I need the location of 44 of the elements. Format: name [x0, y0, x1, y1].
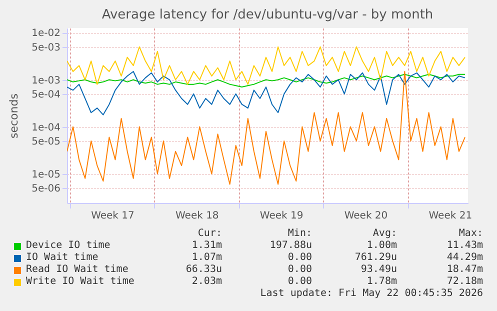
y-tick-label: 5e-05 [32, 136, 60, 148]
text: 93.49u [360, 264, 397, 276]
line-series [67, 74, 466, 88]
line-series [67, 46, 466, 85]
line-series [67, 70, 466, 116]
y-tick-label: 1e-04 [32, 122, 60, 134]
text: 2.03m [192, 276, 222, 288]
y-axis-title: seconds [8, 93, 21, 138]
y-tick-label: 1e-03 [32, 75, 60, 86]
text: Cur: [198, 228, 222, 240]
text: 761.29u [354, 252, 397, 264]
y-tick-label: 5e-04 [32, 89, 60, 100]
y-tick-label: 5e-06 [32, 184, 60, 195]
legend-label: Device IO time [26, 240, 110, 252]
y-tick-label: 1e-02 [32, 28, 60, 40]
text: 66.33u [186, 264, 222, 276]
chart-title: Average latency for /dev/ubuntu-vg/var - by month [102, 8, 434, 23]
legend-label: Write IO Wait time [26, 276, 134, 288]
text: 1.31m [192, 240, 222, 252]
text: 72.18m [446, 276, 483, 288]
text: 11.43m [446, 240, 483, 252]
y-tick-label: 5e-03 [32, 42, 60, 54]
text: Max: [458, 228, 483, 240]
text: 0.00 [288, 252, 312, 264]
x-tick-label: Week 19 [260, 210, 304, 222]
x-tick-label: Week 20 [344, 210, 388, 222]
y-tick-label: 1e-05 [32, 169, 60, 180]
x-tick-label: Week 21 [428, 210, 472, 222]
text: 0.00 [288, 276, 312, 288]
text: 1.00m [366, 240, 397, 252]
text: 1.78m [366, 276, 397, 288]
line-series [67, 70, 466, 185]
text: 197.88u [270, 240, 312, 252]
text: 18.47m [446, 264, 483, 276]
text: Avg: [372, 228, 397, 240]
x-tick-label: Week 17 [91, 210, 134, 222]
text: 0.00 [288, 264, 312, 276]
text: Min: [288, 228, 312, 240]
legend-label: IO Wait time [26, 252, 98, 264]
text: Last update: Fri May 22 00:45:35 2026 [260, 288, 483, 300]
x-tick-label: Week 18 [175, 210, 219, 222]
text: 1.07m [192, 252, 222, 264]
legend-label: Read IO Wait time [26, 264, 128, 276]
text: 44.29m [446, 252, 483, 264]
